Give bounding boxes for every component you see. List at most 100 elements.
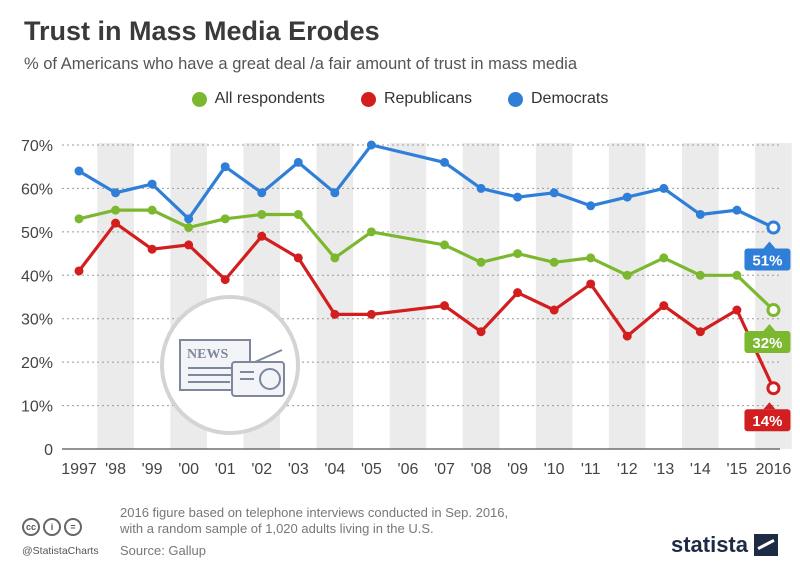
end-label-box xyxy=(744,409,791,432)
data-point xyxy=(476,183,486,193)
radio-speaker xyxy=(259,368,281,390)
data-point xyxy=(513,288,523,298)
data-point xyxy=(293,157,303,167)
end-label-pointer xyxy=(763,324,776,332)
legend-label-all: All respondents xyxy=(214,90,325,107)
column-band xyxy=(389,143,427,449)
y-tick-label: 50% xyxy=(21,225,53,242)
end-labels: 32% 14% 51% xyxy=(744,241,791,432)
end-label-box xyxy=(744,248,791,271)
data-point xyxy=(366,140,376,150)
y-tick-label: 60% xyxy=(21,181,53,198)
data-point xyxy=(111,205,121,215)
chart-gridlines xyxy=(62,144,780,450)
x-tick-label: '02 xyxy=(251,461,272,478)
series-points xyxy=(74,140,781,396)
end-label-text: 14% xyxy=(752,413,782,430)
data-point xyxy=(766,303,781,318)
data-point xyxy=(147,179,157,189)
data-point xyxy=(513,192,523,202)
brand-name: statista xyxy=(670,532,748,557)
legend-swatch-republicans xyxy=(360,91,376,107)
news-illustration: NEWS xyxy=(160,295,300,435)
brand-logo[interactable]: statista xyxy=(671,532,778,558)
footnote: 2016 figure based on telephone interview… xyxy=(120,505,508,537)
data-point xyxy=(476,257,486,267)
data-point xyxy=(293,253,303,263)
data-point xyxy=(184,223,194,233)
x-tick-label: '98 xyxy=(105,461,126,478)
data-point xyxy=(622,192,632,202)
noderivs-icon: = xyxy=(64,518,82,536)
x-tick-label: '07 xyxy=(434,461,455,478)
end-label-box xyxy=(744,331,791,354)
license-icons: cc i = xyxy=(22,518,82,536)
data-point xyxy=(330,253,340,263)
legend-swatch-all xyxy=(191,91,207,107)
y-tick-label: 20% xyxy=(21,355,53,372)
end-label-text: 51% xyxy=(752,253,782,270)
legend-item-republicans: Republicans xyxy=(360,90,472,108)
data-point xyxy=(695,327,705,337)
legend-item-all: All respondents xyxy=(191,90,325,108)
data-point xyxy=(366,227,376,237)
data-point xyxy=(74,214,84,224)
y-tick-label: 70% xyxy=(21,138,53,155)
legend-label-democrats: Democrats xyxy=(531,90,609,107)
footnote-line-2: with a random sample of 1,020 adults liv… xyxy=(120,521,434,536)
y-tick-label: 30% xyxy=(21,312,53,329)
end-label-pointer xyxy=(763,241,776,249)
x-tick-label: '09 xyxy=(507,461,528,478)
data-point xyxy=(476,327,486,337)
data-point xyxy=(74,266,84,276)
data-point xyxy=(440,301,449,311)
data-point xyxy=(622,331,632,341)
data-point xyxy=(659,301,669,311)
twitter-handle: @StatistaCharts xyxy=(22,545,99,557)
column-band xyxy=(755,143,792,449)
data-point xyxy=(257,209,267,219)
x-tick-label: '03 xyxy=(288,461,309,478)
data-point xyxy=(586,201,596,211)
data-point xyxy=(74,166,84,176)
attribution-icon: i xyxy=(43,518,61,536)
data-point xyxy=(695,270,705,280)
data-point xyxy=(147,205,157,215)
data-point xyxy=(440,240,449,250)
x-tick-label: '14 xyxy=(690,461,711,478)
data-point xyxy=(766,220,781,235)
end-label-pointer xyxy=(763,402,776,410)
data-point xyxy=(220,162,230,172)
x-tick-label: '11 xyxy=(581,461,601,478)
newspaper-headline: NEWS xyxy=(187,347,228,362)
data-point xyxy=(549,305,559,315)
data-point xyxy=(257,231,267,241)
x-tick-label: '01 xyxy=(215,461,236,478)
x-tick-label: '08 xyxy=(471,461,492,478)
legend-swatch-democrats xyxy=(508,91,523,107)
data-point xyxy=(732,270,742,280)
data-point xyxy=(695,209,705,219)
data-point xyxy=(549,257,559,267)
x-axis-ticks: 1997 '98 '99 '00 '01 '02 '03 '04 '05 '06 '07 '08 '09… xyxy=(61,461,791,478)
y-axis-ticks: 0 10% 20% 30% 40% 50% 60% 70% xyxy=(21,138,53,459)
data-point xyxy=(330,188,340,198)
radio-icon xyxy=(231,361,285,397)
data-point xyxy=(513,249,523,259)
cc-icon: cc xyxy=(22,518,40,536)
y-tick-label: 10% xyxy=(21,399,53,416)
data-point xyxy=(293,209,303,219)
legend-label-republicans: Republicans xyxy=(383,90,472,107)
data-point xyxy=(440,157,449,167)
footnote-line-1: 2016 figure based on telephone interview… xyxy=(120,505,509,520)
x-tick-label: '12 xyxy=(617,461,638,478)
x-tick-label: '13 xyxy=(653,461,674,478)
data-point xyxy=(766,381,781,396)
data-point xyxy=(659,183,669,193)
data-point xyxy=(732,205,742,215)
data-point xyxy=(257,188,267,198)
chart-title: Trust in Mass Media Erodes xyxy=(24,16,380,46)
data-point xyxy=(622,270,632,280)
x-tick-label: '04 xyxy=(324,461,345,478)
